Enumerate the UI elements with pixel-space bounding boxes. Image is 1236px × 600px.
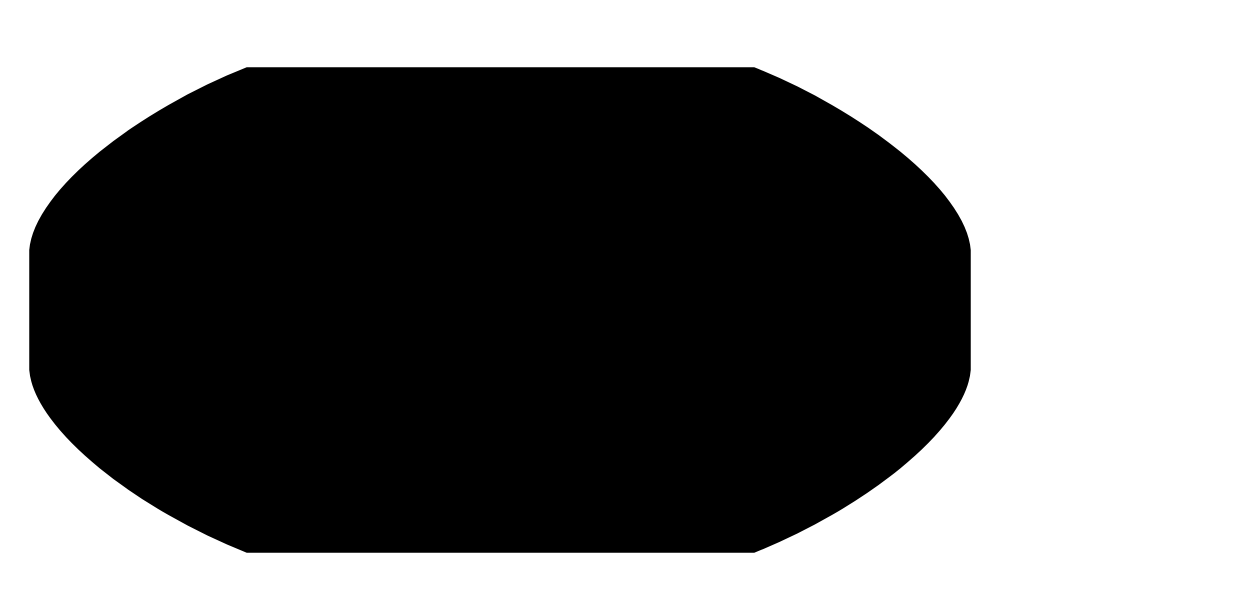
land-no-data (240, 70, 915, 552)
colorbar (1020, 40, 1110, 580)
southeast-asia-islands (770, 300, 860, 340)
new-zealand (900, 440, 915, 462)
map-outline (29, 67, 971, 553)
madagascar (615, 325, 630, 370)
iceland (430, 122, 455, 135)
japan (835, 165, 852, 200)
world-map (29, 67, 971, 553)
greenland (300, 70, 470, 150)
land-layer (150, 70, 915, 552)
antarctica (240, 510, 830, 552)
rmse-field (150, 95, 895, 470)
